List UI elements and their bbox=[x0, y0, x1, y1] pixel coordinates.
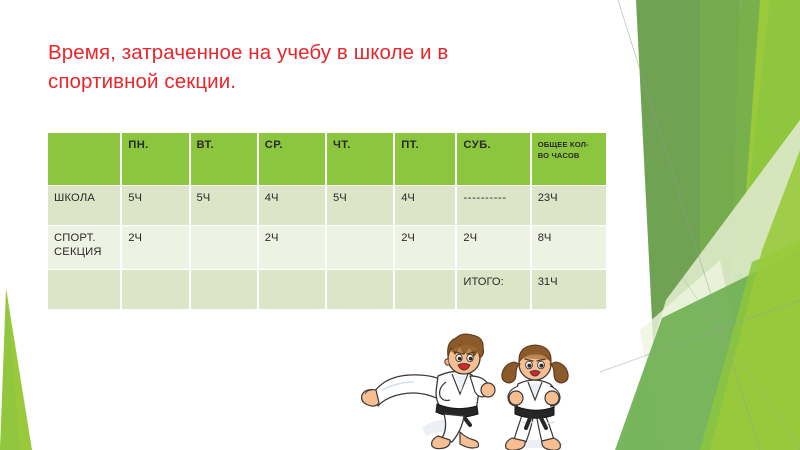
header-cell-saturday: СУБ. bbox=[457, 133, 530, 185]
header-cell-corner bbox=[48, 133, 121, 185]
page-title: Время, затраченное на учебу в школе и в … bbox=[48, 41, 449, 94]
cell-sport-fri: 2Ч bbox=[395, 226, 456, 269]
cell-school-thu: 5Ч bbox=[326, 186, 394, 225]
karate-girl-figure bbox=[501, 344, 569, 450]
cell-school-mon: 5Ч bbox=[122, 186, 189, 225]
cell-total-blank-2 bbox=[190, 270, 257, 309]
cell-sport-label: СПОРТ. СЕКЦИЯ bbox=[48, 226, 121, 269]
cell-sport-total: 8Ч bbox=[531, 226, 606, 269]
hours-table: ПН. ВТ. СР. ЧТ. ПТ. СУБ. ОБЩЕЕ КОЛ-ВО ЧА… bbox=[46, 132, 608, 310]
table-header-row: ПН. ВТ. СР. ЧТ. ПТ. СУБ. ОБЩЕЕ КОЛ-ВО ЧА… bbox=[48, 133, 606, 185]
cell-total-blank-0 bbox=[48, 270, 121, 309]
cell-school-sat: ---------- bbox=[457, 186, 530, 225]
cell-total-blank-5 bbox=[395, 270, 456, 309]
cell-school-total: 23Ч bbox=[531, 186, 606, 225]
cell-sport-mon: 2Ч bbox=[122, 226, 189, 269]
cell-total-blank-4 bbox=[326, 270, 394, 309]
cell-total-blank-3 bbox=[258, 270, 325, 309]
cell-total-value: 31Ч bbox=[531, 270, 606, 309]
header-cell-thursday: ЧТ. bbox=[326, 133, 394, 185]
cell-sport-tue bbox=[190, 226, 257, 269]
cell-total-label: ИТОГО: bbox=[457, 270, 530, 309]
cell-sport-wed: 2Ч bbox=[258, 226, 325, 269]
header-cell-wednesday: СР. bbox=[258, 133, 325, 185]
header-cell-total-hours: ОБЩЕЕ КОЛ-ВО ЧАСОВ bbox=[531, 133, 606, 185]
table-header: ПН. ВТ. СР. ЧТ. ПТ. СУБ. ОБЩЕЕ КОЛ-ВО ЧА… bbox=[48, 133, 606, 185]
table-row: СПОРТ. СЕКЦИЯ 2Ч 2Ч 2Ч 2Ч 8Ч bbox=[48, 226, 606, 269]
header-cell-tuesday: ВТ. bbox=[190, 133, 257, 185]
karate-boy-figure bbox=[361, 333, 496, 450]
cell-school-label: ШКОЛА bbox=[48, 186, 121, 225]
table-body: ШКОЛА 5Ч 5Ч 4Ч 5Ч 4Ч ---------- 23Ч СПОР… bbox=[48, 186, 606, 309]
cell-total-blank-1 bbox=[122, 270, 189, 309]
header-cell-friday: ПТ. bbox=[395, 133, 456, 185]
table-row: ШКОЛА 5Ч 5Ч 4Ч 5Ч 4Ч ---------- 23Ч bbox=[48, 186, 606, 225]
cell-sport-thu bbox=[326, 226, 394, 269]
karate-kids-illustration bbox=[361, 333, 569, 450]
cell-school-wed: 4Ч bbox=[258, 186, 325, 225]
hours-table-container: ПН. ВТ. СР. ЧТ. ПТ. СУБ. ОБЩЕЕ КОЛ-ВО ЧА… bbox=[46, 132, 608, 310]
table-row: ИТОГО: 31Ч bbox=[48, 270, 606, 309]
cell-school-fri: 4Ч bbox=[395, 186, 456, 225]
cell-sport-sat: 2Ч bbox=[457, 226, 530, 269]
cell-school-tue: 5Ч bbox=[190, 186, 257, 225]
header-cell-monday: ПН. bbox=[122, 133, 189, 185]
